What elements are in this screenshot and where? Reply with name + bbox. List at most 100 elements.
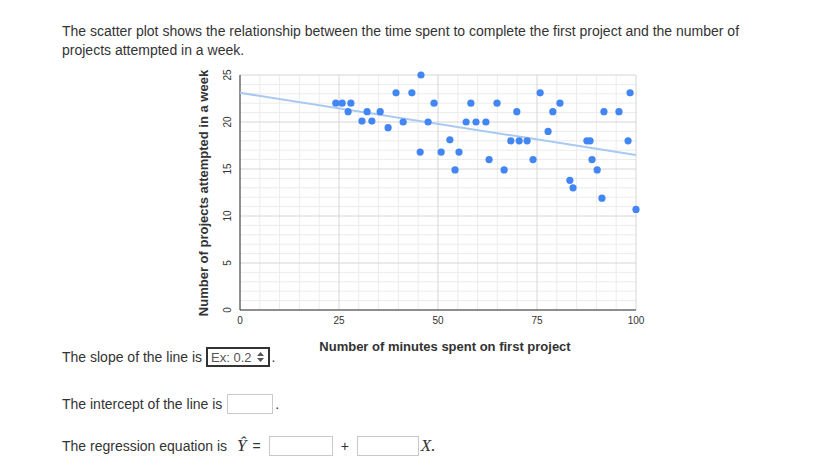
y-grid-line [240, 75, 636, 76]
scatter-point [626, 89, 633, 96]
scatter-point [556, 100, 563, 107]
scatter-point [446, 136, 453, 143]
scatter-point [549, 108, 556, 115]
scatter-point [493, 100, 500, 107]
scatter-point [345, 108, 352, 115]
chart: 0 25 50 75 100 0 5 10 15 20 25 Number of minutes sp… [0, 0, 818, 462]
scatter-point [544, 128, 551, 135]
scatter-point [529, 156, 536, 163]
regression-line [240, 93, 636, 155]
scatter-point [377, 108, 384, 115]
x-tick-label: 100 [628, 315, 645, 326]
minor-grid [299, 75, 300, 310]
scatter-point [417, 148, 424, 155]
scatter-point [482, 118, 489, 125]
minor-grid [576, 75, 577, 310]
minor-grid [259, 75, 260, 310]
minor-grid [319, 75, 320, 310]
y-grid-line [240, 310, 636, 311]
scatter-point [408, 89, 415, 96]
select-box[interactable]: Ex: 0.2 [206, 347, 269, 367]
scatter-point [385, 124, 392, 131]
scatter-point [425, 118, 432, 125]
scatter-point [472, 118, 479, 125]
x-tick-label: 50 [432, 315, 444, 326]
scatter-point [400, 118, 407, 125]
y-tick-label: 25 [222, 69, 233, 81]
x-tick-label: 0 [237, 315, 243, 326]
input-box[interactable] [357, 436, 419, 456]
question-line: The regression equation isŶ=+X. [62, 436, 435, 456]
question-text: The regression equation is [62, 438, 227, 454]
x-grid-line [636, 75, 637, 310]
y-axis-label: Number of projects attempted in a week [196, 69, 211, 316]
scatter-point [569, 184, 576, 191]
scatter-point [332, 100, 339, 107]
x-axis [240, 310, 636, 311]
scatter-point [417, 71, 424, 78]
y-grid-line [240, 216, 636, 217]
scatter-point [501, 166, 508, 173]
scatter-point [624, 137, 631, 144]
scatter-point [594, 166, 601, 173]
question-line: The slope of the line is Ex: 0.2. [62, 347, 275, 367]
x-grid-line [240, 75, 241, 310]
scatter-point [615, 108, 622, 115]
scatter-point [430, 100, 437, 107]
scatter-point [438, 148, 445, 155]
grid [240, 75, 636, 310]
question-line: The intercept of the line is. [62, 394, 279, 414]
plus: + [341, 438, 349, 454]
scatter-point [516, 137, 523, 144]
suffix: X. [421, 436, 436, 456]
scatter-point [347, 100, 354, 107]
x-grid-line [537, 75, 538, 310]
scatter-point [463, 118, 470, 125]
suffix: . [272, 349, 276, 365]
scatter-point [358, 117, 365, 124]
scatter-point [586, 137, 593, 144]
scatter-point [632, 206, 639, 213]
plot-area [240, 71, 640, 213]
scatter-point [368, 117, 375, 124]
x-tick-label: 25 [333, 315, 345, 326]
y-tick-label: 0 [222, 307, 233, 313]
equals: = [252, 438, 260, 454]
question-text: The slope of the line is [62, 349, 202, 365]
y-axis [240, 75, 241, 310]
scatter-point [513, 108, 520, 115]
y-tick-label: 5 [222, 260, 233, 266]
input-box[interactable] [227, 394, 273, 414]
placeholder: Ex: 0.2 [211, 350, 251, 365]
y-tick-label: 15 [222, 163, 233, 175]
scatter-point [507, 137, 514, 144]
scatter-point [598, 195, 605, 202]
scatter-point [600, 108, 607, 115]
minor-grid [279, 75, 280, 310]
scatter-point [485, 156, 492, 163]
intro-text: The scatter plot shows the relationship … [62, 22, 762, 60]
scatter-point [455, 148, 462, 155]
minor-grid [497, 75, 498, 310]
input-box[interactable] [269, 436, 333, 456]
y-grid-line [240, 122, 636, 123]
minor-grid [477, 75, 478, 310]
x-grid-line [438, 75, 439, 310]
minor-grid [596, 75, 597, 310]
scatter-point [451, 166, 458, 173]
x-axis-label: Number of minutes spent on first project [319, 339, 571, 354]
minor-grid [418, 75, 419, 310]
scatter-point [364, 108, 371, 115]
minor-grid [398, 75, 399, 310]
scatter-point [339, 100, 346, 107]
minor-grid [457, 75, 458, 310]
y-tick-label: 10 [222, 210, 233, 222]
scatter-point [537, 89, 544, 96]
minor-grid [556, 75, 557, 310]
x-tick-label: 75 [531, 315, 543, 326]
y-tick-label: 20 [222, 116, 233, 128]
scatter-point [392, 89, 399, 96]
y-grid-line [240, 263, 636, 264]
scatter-point [467, 100, 474, 107]
question-text: The intercept of the line is [62, 396, 222, 412]
